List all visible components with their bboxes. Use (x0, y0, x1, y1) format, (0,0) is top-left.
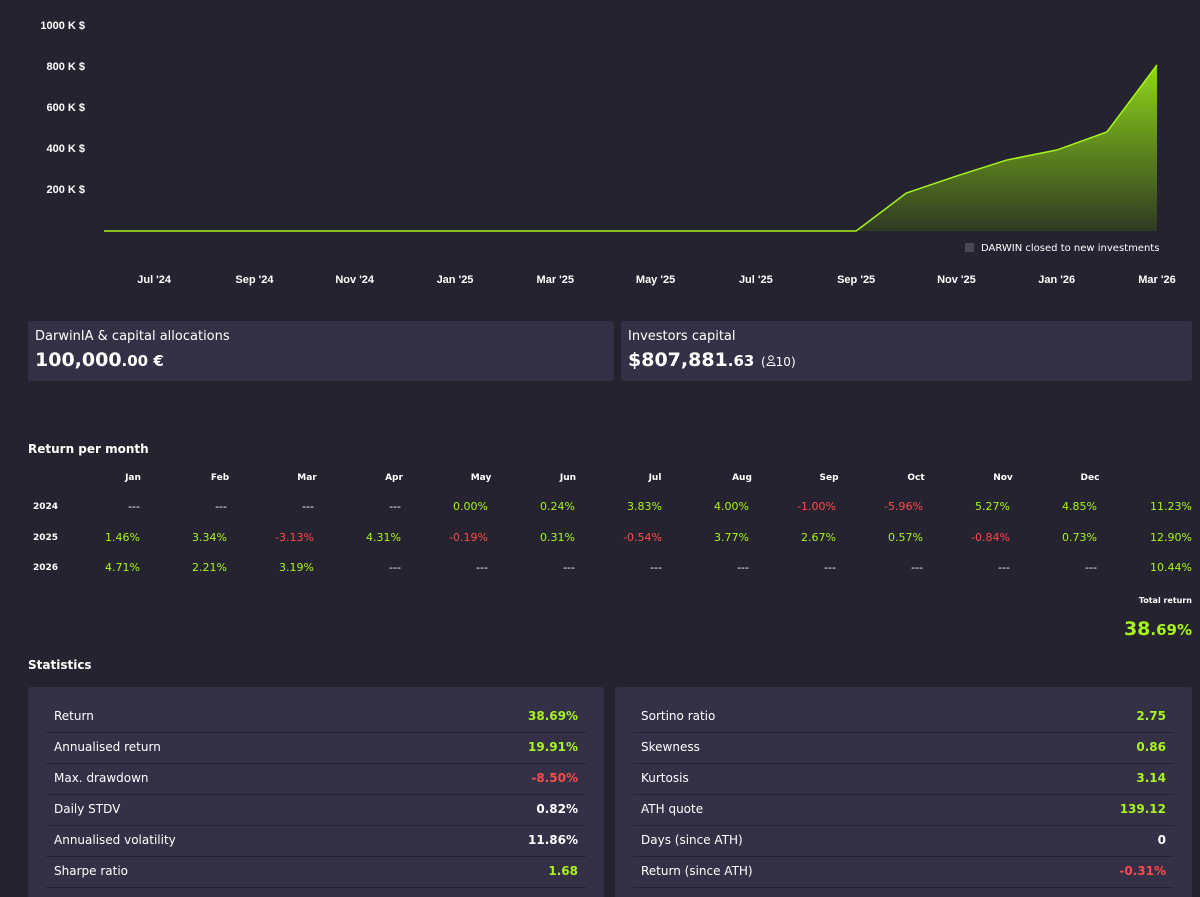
stat-row: ATH quote 139.12 (633, 794, 1174, 826)
card-value: 100,000.00 € (35, 349, 164, 371)
stat-row: Annualised return 19.91% (46, 732, 586, 764)
stat-label: Skewness (641, 740, 700, 754)
stat-label: Sharpe ratio (54, 864, 128, 878)
x-tick-label: Mar '25 (537, 274, 574, 286)
investors-card: Investors capital $807,881.63 (10) (621, 321, 1192, 381)
y-tick-label: 1000 K $ (40, 20, 85, 32)
legend-note: DARWIN closed to new investments (981, 243, 1159, 254)
stat-label: Annualised volatility (54, 833, 176, 847)
person-icon (766, 355, 776, 366)
stat-row: Return (since ATH) -0.31% (633, 856, 1174, 888)
stat-value: 38.69% (528, 709, 578, 723)
stat-value: 3.14 (1136, 771, 1166, 785)
x-tick-label: Nov '25 (937, 274, 976, 286)
stat-row: Annualised volatility 11.86% (46, 825, 586, 857)
x-tick-label: Sep '24 (235, 274, 274, 286)
fraction: .00 € (121, 352, 164, 370)
y-tick-label: 200 K $ (46, 184, 85, 196)
investors: (10) (761, 355, 796, 369)
legend-swatch (965, 243, 974, 252)
stat-value: 11.86% (528, 833, 578, 847)
total-return-label: Total return (1138, 596, 1192, 605)
stat-row: Kurtosis 3.14 (633, 763, 1174, 795)
stat-value: 139.12 (1119, 802, 1166, 816)
line (104, 64, 1158, 232)
fraction: .63 (727, 352, 755, 370)
stat-row: Sharpe ratio 1.68 (46, 856, 586, 888)
stat-label: Kurtosis (641, 771, 689, 785)
stat-label: Annualised return (54, 740, 161, 754)
x-tick-label: Sep '25 (837, 274, 875, 286)
stat-label: Return (since ATH) (641, 864, 753, 878)
allocation-card: DarwinIA & capital allocations 100,000.0… (28, 321, 614, 381)
card-title: Investors capital (628, 329, 736, 344)
paren: ) (790, 355, 796, 369)
whole: 38 (1123, 618, 1151, 640)
card-value: $807,881.63 (10) (628, 349, 796, 371)
stat-label: Max. drawdown (54, 771, 149, 785)
stat-value: 0.86 (1136, 740, 1166, 754)
stat-value: 0 (1157, 833, 1166, 847)
stat-row: Skewness 0.86 (633, 732, 1174, 764)
stats-panel: Sortino ratio 2.75 Skewness 0.86 Kurtosis 3.1… (615, 687, 1192, 897)
section-title: Statistics (28, 658, 92, 672)
stat-label: Days (since ATH) (641, 833, 743, 847)
stat-label: Daily STDV (54, 802, 121, 816)
stat-row: Days (since ATH) 0 (633, 825, 1174, 857)
area (104, 64, 1157, 231)
stat-value: -8.50% (531, 771, 578, 785)
fraction: .69% (1150, 621, 1192, 639)
x-tick-label: May '25 (636, 274, 675, 286)
y-tick-label: 800 K $ (46, 61, 85, 73)
stat-label: ATH quote (641, 802, 704, 816)
stats-panel: Return 38.69% Annualised return 19.91% Max. … (28, 687, 604, 897)
stat-label: Return (54, 709, 94, 723)
card-title: DarwinIA & capital allocations (35, 329, 230, 344)
stat-row: Max. drawdown -8.50% (46, 763, 586, 795)
stat-value: 2.75 (1136, 709, 1166, 723)
whole: 100,000 (35, 349, 122, 371)
paren: ( (760, 355, 766, 369)
stat-row: Return 38.69% (46, 701, 586, 733)
x-tick-label: Mar '26 (1138, 274, 1175, 286)
total-return: 38.69% (1124, 618, 1192, 640)
investor-count: 10 (775, 355, 791, 369)
stat-label: Sortino ratio (641, 709, 716, 723)
x-tick-label: Nov '24 (335, 274, 375, 286)
stat-value: 19.91% (528, 740, 578, 754)
stat-value: 0.82% (536, 802, 578, 816)
x-tick-label: Jan '26 (1038, 274, 1075, 286)
x-tick-label: Jul '24 (137, 274, 172, 286)
section-title: Return per month (28, 442, 149, 456)
stat-row: Sortino ratio 2.75 (633, 701, 1174, 733)
stat-row: Daily STDV 0.82% (46, 794, 586, 826)
chart: DARWIN closed to new investments 200 K $… (40, 20, 1175, 286)
whole: $807,881 (628, 349, 728, 371)
y-tick-label: 400 K $ (46, 143, 85, 155)
x-tick-label: Jul '25 (739, 274, 773, 286)
stat-value: -0.31% (1119, 864, 1166, 878)
y-tick-label: 600 K $ (46, 102, 85, 114)
stat-value: 1.68 (548, 864, 578, 878)
x-tick-label: Jan '25 (437, 274, 474, 286)
